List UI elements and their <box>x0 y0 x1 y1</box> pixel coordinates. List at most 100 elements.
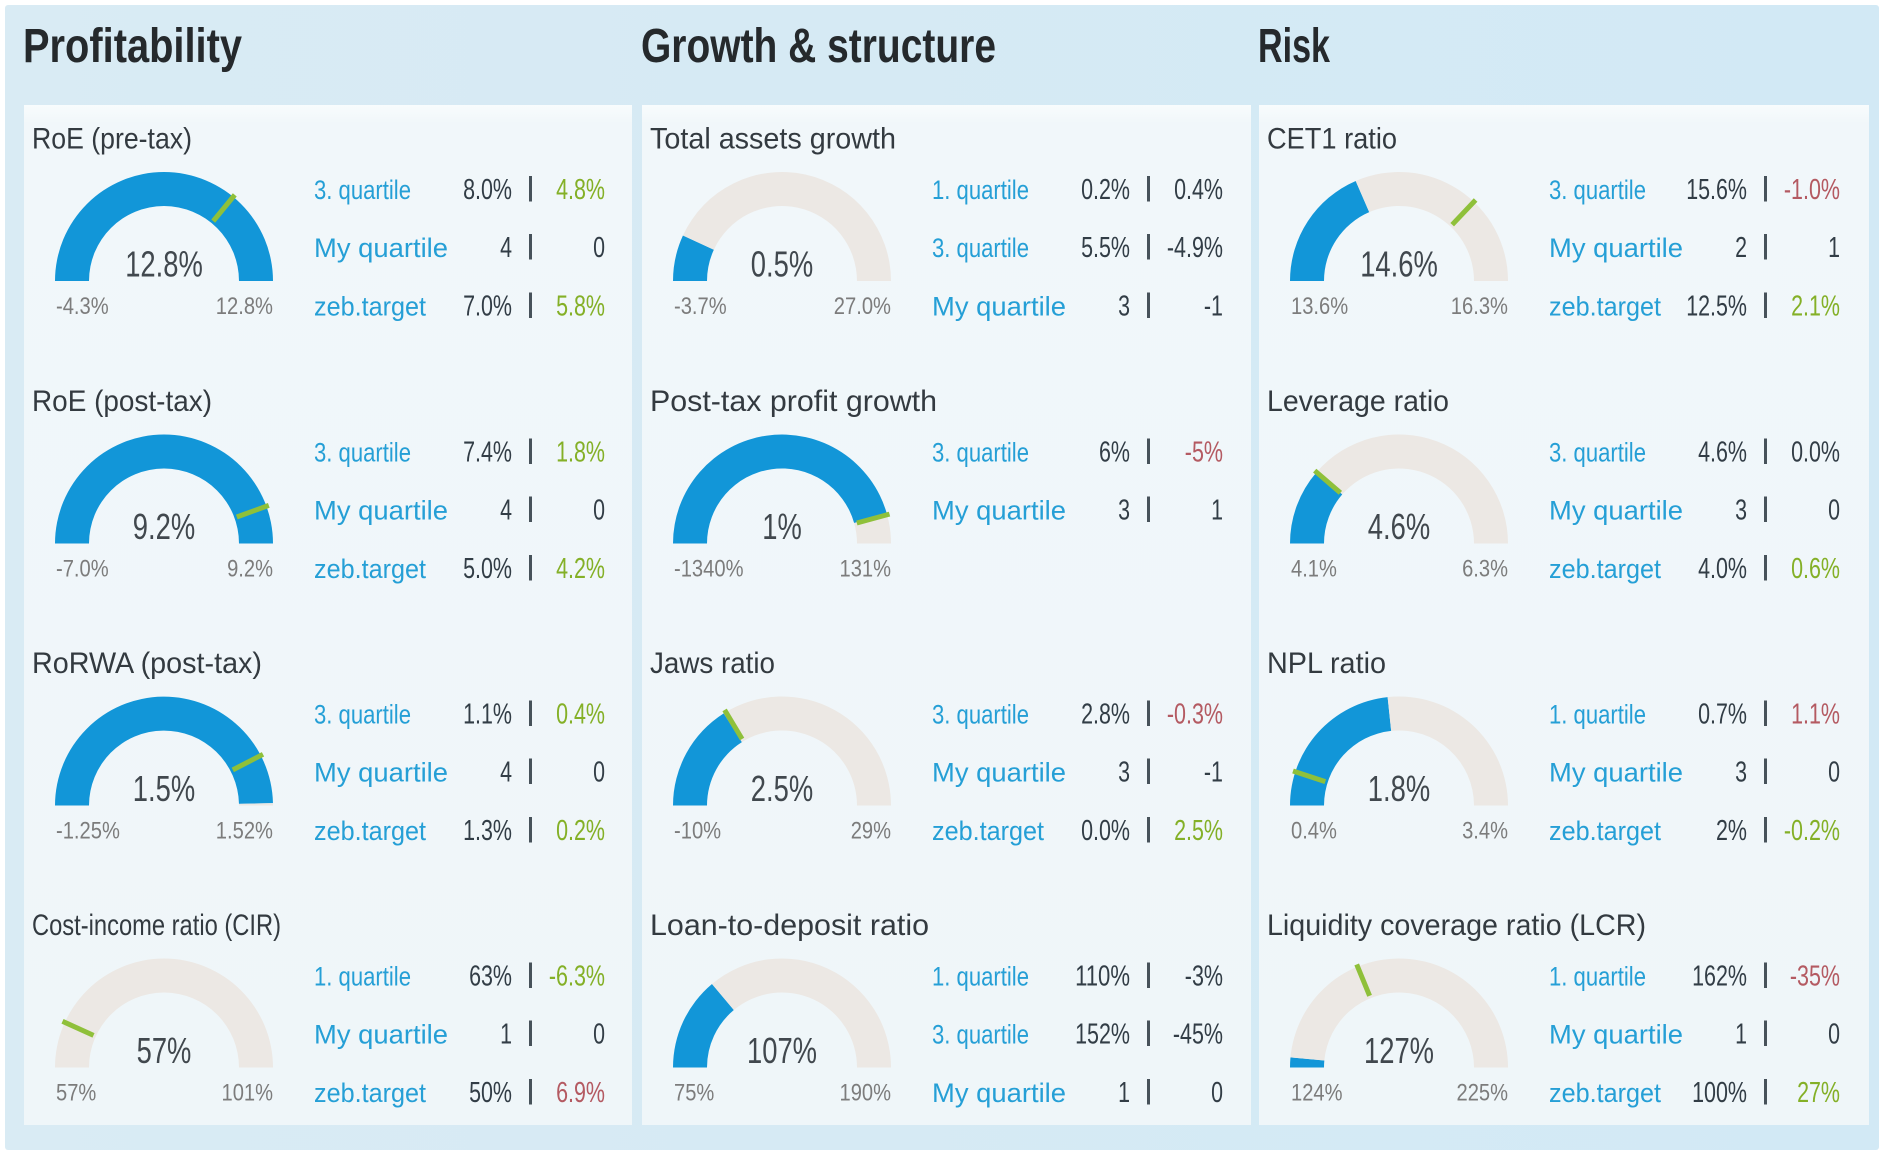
svg-text:107%: 107% <box>747 1030 817 1071</box>
svg-text:3. quartile: 3. quartile <box>1549 175 1646 205</box>
svg-text:1.5%: 1.5% <box>133 768 195 809</box>
svg-text:0: 0 <box>1828 495 1840 527</box>
svg-text:Post-tax profit growth: Post-tax profit growth <box>650 385 937 418</box>
svg-text:-35%: -35% <box>1790 961 1840 993</box>
svg-text:1. quartile: 1. quartile <box>314 962 411 992</box>
svg-text:1. quartile: 1. quartile <box>932 175 1029 205</box>
svg-text:My quartile: My quartile <box>932 292 1066 322</box>
svg-text:15.6%: 15.6% <box>1686 174 1747 206</box>
svg-text:0: 0 <box>593 757 605 789</box>
svg-text:-4.3%: -4.3% <box>56 293 109 320</box>
svg-text:Loan-to-deposit ratio: Loan-to-deposit ratio <box>650 909 929 942</box>
svg-text:29%: 29% <box>851 818 891 845</box>
svg-text:4.1%: 4.1% <box>1291 556 1337 583</box>
svg-text:1.1%: 1.1% <box>1791 699 1840 731</box>
svg-text:3. quartile: 3. quartile <box>314 438 411 468</box>
svg-text:8.0%: 8.0% <box>463 174 512 206</box>
svg-text:My quartile: My quartile <box>1549 233 1683 263</box>
svg-text:-3.7%: -3.7% <box>674 293 727 320</box>
svg-text:3. quartile: 3. quartile <box>932 1020 1029 1050</box>
svg-text:My quartile: My quartile <box>1549 1020 1683 1050</box>
svg-text:My quartile: My quartile <box>314 1020 448 1050</box>
svg-text:2.5%: 2.5% <box>751 768 813 809</box>
svg-text:131%: 131% <box>840 556 892 583</box>
svg-text:0.2%: 0.2% <box>556 815 605 847</box>
svg-text:-0.2%: -0.2% <box>1784 815 1840 847</box>
svg-text:zeb.target: zeb.target <box>314 554 426 584</box>
svg-text:RoE (pre-tax): RoE (pre-tax) <box>32 123 192 156</box>
svg-text:-0.3%: -0.3% <box>1167 699 1223 731</box>
svg-text:13.6%: 13.6% <box>1291 293 1348 320</box>
svg-text:-10%: -10% <box>674 818 721 845</box>
svg-text:-1.0%: -1.0% <box>1784 174 1840 206</box>
svg-text:6.9%: 6.9% <box>556 1077 605 1109</box>
svg-text:2: 2 <box>1735 232 1747 264</box>
svg-text:4.8%: 4.8% <box>556 174 605 206</box>
svg-text:0: 0 <box>1828 757 1840 789</box>
svg-text:4: 4 <box>500 232 512 264</box>
svg-text:1: 1 <box>1828 232 1840 264</box>
svg-text:Total assets growth: Total assets growth <box>650 123 896 156</box>
svg-text:0: 0 <box>593 495 605 527</box>
svg-text:1%: 1% <box>762 506 802 547</box>
svg-text:12.8%: 12.8% <box>125 244 203 285</box>
svg-text:162%: 162% <box>1692 961 1747 993</box>
svg-text:-1340%: -1340% <box>674 556 744 583</box>
svg-text:0.6%: 0.6% <box>1791 553 1840 585</box>
svg-text:1.1%: 1.1% <box>463 699 512 731</box>
svg-text:100%: 100% <box>1692 1077 1747 1109</box>
svg-text:Profitability: Profitability <box>23 20 242 73</box>
svg-text:101%: 101% <box>222 1080 274 1107</box>
svg-text:My quartile: My quartile <box>932 496 1066 526</box>
svg-text:27%: 27% <box>1797 1077 1840 1109</box>
svg-text:0.2%: 0.2% <box>1081 174 1130 206</box>
svg-text:Leverage ratio: Leverage ratio <box>1267 385 1449 418</box>
svg-text:0.0%: 0.0% <box>1791 437 1840 469</box>
svg-text:1. quartile: 1. quartile <box>932 962 1029 992</box>
svg-text:1.3%: 1.3% <box>463 815 512 847</box>
svg-text:12.5%: 12.5% <box>1686 291 1747 323</box>
svg-text:27.0%: 27.0% <box>834 293 891 320</box>
svg-text:2%: 2% <box>1716 815 1747 847</box>
svg-text:3: 3 <box>1118 495 1130 527</box>
svg-text:57%: 57% <box>137 1030 192 1071</box>
svg-text:3: 3 <box>1118 291 1130 323</box>
svg-text:3. quartile: 3. quartile <box>314 700 411 730</box>
svg-text:7.4%: 7.4% <box>463 437 512 469</box>
svg-text:0: 0 <box>593 232 605 264</box>
svg-text:2.8%: 2.8% <box>1081 699 1130 731</box>
svg-text:127%: 127% <box>1364 1030 1434 1071</box>
svg-text:3. quartile: 3. quartile <box>932 438 1029 468</box>
svg-text:124%: 124% <box>1291 1080 1343 1107</box>
svg-text:4.0%: 4.0% <box>1698 553 1747 585</box>
svg-text:-4.9%: -4.9% <box>1167 232 1223 264</box>
svg-text:NPL ratio: NPL ratio <box>1267 647 1386 680</box>
svg-text:zeb.target: zeb.target <box>1549 292 1661 322</box>
svg-text:3: 3 <box>1735 757 1747 789</box>
svg-text:0.4%: 0.4% <box>1174 174 1223 206</box>
svg-text:zeb.target: zeb.target <box>1549 1078 1661 1108</box>
svg-text:225%: 225% <box>1457 1080 1509 1107</box>
svg-text:152%: 152% <box>1075 1019 1130 1051</box>
svg-text:1.8%: 1.8% <box>556 437 605 469</box>
svg-text:4: 4 <box>500 757 512 789</box>
svg-text:1: 1 <box>1735 1019 1747 1051</box>
svg-text:zeb.target: zeb.target <box>1549 816 1661 846</box>
svg-text:zeb.target: zeb.target <box>1549 554 1661 584</box>
svg-text:-7.0%: -7.0% <box>56 556 109 583</box>
svg-text:12.8%: 12.8% <box>216 293 273 320</box>
svg-text:190%: 190% <box>840 1080 892 1107</box>
svg-text:63%: 63% <box>469 961 512 993</box>
svg-text:0: 0 <box>593 1019 605 1051</box>
svg-text:2.5%: 2.5% <box>1174 815 1223 847</box>
svg-text:5.8%: 5.8% <box>556 291 605 323</box>
svg-text:0: 0 <box>1211 1077 1223 1109</box>
svg-text:16.3%: 16.3% <box>1451 293 1508 320</box>
svg-text:zeb.target: zeb.target <box>932 816 1044 846</box>
svg-text:zeb.target: zeb.target <box>314 292 426 322</box>
svg-text:3: 3 <box>1735 495 1747 527</box>
svg-text:CET1 ratio: CET1 ratio <box>1267 123 1397 156</box>
svg-text:1. quartile: 1. quartile <box>1549 700 1646 730</box>
svg-text:1: 1 <box>1118 1077 1130 1109</box>
svg-text:-1: -1 <box>1204 291 1223 323</box>
